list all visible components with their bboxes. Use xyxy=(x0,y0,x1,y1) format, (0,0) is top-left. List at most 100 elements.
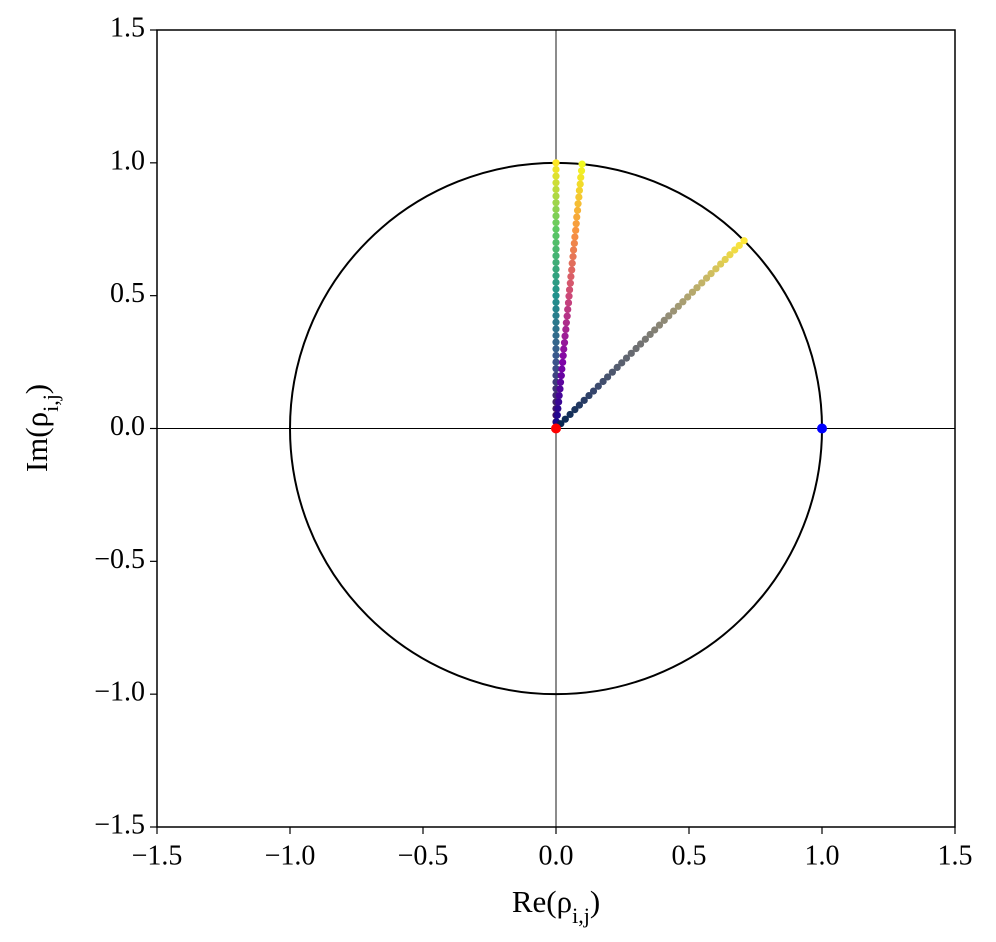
y-tick-label: 1.0 xyxy=(110,145,145,176)
point xyxy=(552,199,560,207)
point xyxy=(552,371,560,379)
point xyxy=(577,167,586,175)
y-axis-label: Im(ρi,j) xyxy=(19,384,62,472)
point xyxy=(817,423,827,434)
point xyxy=(552,358,560,366)
y-tick-label: −1.5 xyxy=(94,809,145,840)
x-axis-label: Re(ρi,j) xyxy=(512,884,600,927)
point xyxy=(688,288,697,296)
point xyxy=(604,373,612,381)
point xyxy=(554,404,562,413)
point xyxy=(559,352,567,360)
point xyxy=(575,186,584,195)
x-tick-label: −0.5 xyxy=(398,840,449,871)
point xyxy=(552,305,560,313)
y-tick-label: −1.0 xyxy=(94,677,145,708)
point xyxy=(669,307,678,315)
point xyxy=(562,325,570,334)
point xyxy=(726,251,734,259)
point xyxy=(693,284,701,292)
point xyxy=(580,396,588,404)
point xyxy=(552,338,560,346)
point xyxy=(552,192,560,200)
y-tick-label: 0.0 xyxy=(110,411,145,442)
point xyxy=(566,410,574,419)
point xyxy=(574,200,582,208)
point xyxy=(575,193,583,201)
point xyxy=(622,354,631,362)
point xyxy=(552,185,560,193)
point xyxy=(571,233,579,241)
point xyxy=(578,160,586,168)
point xyxy=(552,165,560,174)
point xyxy=(561,415,569,423)
point xyxy=(556,385,564,393)
point xyxy=(562,319,570,327)
point xyxy=(655,321,664,329)
point xyxy=(552,351,560,360)
point xyxy=(552,311,560,320)
x-tick-label: −1.0 xyxy=(265,840,316,871)
point xyxy=(563,312,571,320)
point xyxy=(660,316,668,324)
x-tick-label: 1.5 xyxy=(938,840,973,871)
point xyxy=(552,292,560,300)
point xyxy=(552,331,560,340)
point xyxy=(552,179,560,187)
point xyxy=(569,253,577,261)
point xyxy=(568,266,576,274)
point xyxy=(571,406,579,414)
point xyxy=(707,270,715,278)
point xyxy=(559,358,567,366)
point xyxy=(577,173,585,182)
point xyxy=(552,298,560,306)
point xyxy=(552,205,560,213)
point xyxy=(561,332,569,340)
point xyxy=(552,365,560,373)
point xyxy=(552,345,560,353)
point xyxy=(627,349,635,357)
point xyxy=(552,265,560,273)
point xyxy=(618,359,626,367)
point xyxy=(552,212,560,220)
point xyxy=(641,335,649,343)
point xyxy=(552,325,560,333)
point xyxy=(646,330,654,339)
point xyxy=(632,344,640,353)
point xyxy=(573,206,582,214)
point xyxy=(552,159,560,167)
point xyxy=(560,339,569,347)
point xyxy=(555,391,563,400)
point xyxy=(564,305,572,314)
point xyxy=(552,252,560,260)
point xyxy=(552,258,560,267)
point xyxy=(698,279,706,287)
point xyxy=(665,312,673,320)
point xyxy=(558,365,566,373)
point xyxy=(575,401,584,409)
point xyxy=(589,387,598,395)
point xyxy=(572,226,580,234)
point xyxy=(740,237,748,245)
point xyxy=(552,245,560,253)
point xyxy=(594,382,602,390)
y-tick-label: 1.5 xyxy=(110,12,145,43)
point xyxy=(572,220,580,228)
point xyxy=(565,292,573,300)
y-tick-label: 0.5 xyxy=(110,278,145,309)
point xyxy=(552,285,560,293)
point xyxy=(721,255,729,264)
point xyxy=(564,299,573,307)
x-tick-label: 0.5 xyxy=(672,840,707,871)
point xyxy=(567,272,575,281)
point xyxy=(552,172,560,180)
x-tick-label: −1.5 xyxy=(132,840,183,871)
point xyxy=(553,411,561,419)
x-tick-label: 0.0 xyxy=(539,840,574,871)
point xyxy=(570,239,578,247)
point xyxy=(712,265,720,273)
point xyxy=(552,318,560,326)
point xyxy=(552,232,560,240)
